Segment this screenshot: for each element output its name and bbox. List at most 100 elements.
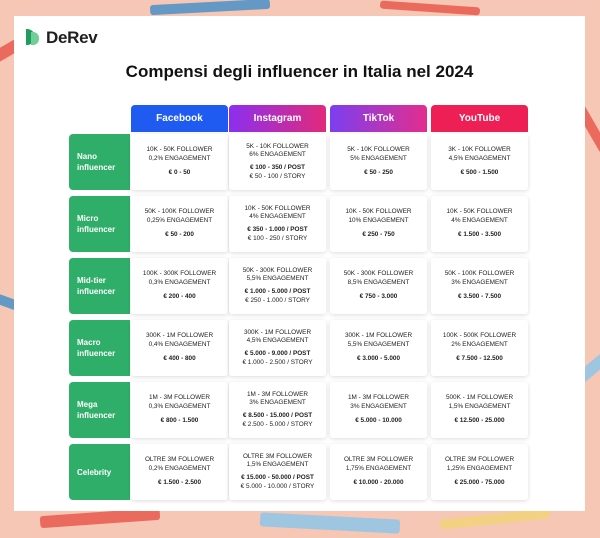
follower-range: 500K - 1M FOLLOWER — [445, 394, 514, 402]
engagement-rate: 0,2% ENGAGEMENT — [148, 154, 211, 162]
table-cell: OLTRE 3M FOLLOWER 1,5% ENGAGEMENT € 15.000… — [229, 444, 326, 500]
price-range: € 5.000 - 9.000 / POST — [244, 350, 311, 357]
pencil-decoration — [439, 508, 551, 530]
brand-name: DeRev — [46, 28, 98, 47]
table-cell: OLTRE 3M FOLLOWER 1,75% ENGAGEMENT € 10.00… — [330, 444, 427, 500]
engagement-rate: 5% ENGAGEMENT — [350, 154, 407, 162]
price-range: € 1.500 - 2.500 — [158, 479, 201, 487]
column-header-tiktok: TikTok — [330, 105, 427, 132]
table-cell: 10K - 50K FOLLOWER 4% ENGAGEMENT € 1.500 -… — [431, 196, 528, 252]
engagement-rate: 3% ENGAGEMENT — [249, 399, 306, 407]
engagement-rate: 3% ENGAGEMENT — [350, 402, 407, 410]
table-cell: 1M - 3M FOLLOWER 3% ENGAGEMENT € 8.500 - 1… — [229, 382, 326, 438]
price-range: € 500 - 1.500 — [460, 169, 499, 177]
follower-range: 10K - 50K FOLLOWER — [146, 146, 213, 154]
column-header-youtube: YouTube — [431, 105, 528, 132]
row-header-macro: Macro influencer — [69, 320, 130, 376]
price-range: € 10.000 - 20.000 — [353, 479, 404, 487]
follower-range: 300K - 1M FOLLOWER — [344, 332, 413, 340]
table-cell: 3K - 10K FOLLOWER 4,5% ENGAGEMENT € 500 - … — [431, 134, 528, 190]
column-header-instagram: Instagram — [229, 105, 326, 132]
price-range: € 50 - 250 — [364, 169, 393, 177]
follower-range: 3K - 10K FOLLOWER — [448, 146, 511, 154]
engagement-rate: 10% ENGAGEMENT — [348, 216, 409, 224]
table-cell: 5K - 10K FOLLOWER 6% ENGAGEMENT € 100 - 35… — [229, 134, 326, 190]
engagement-rate: 4,5% ENGAGEMENT — [448, 154, 511, 162]
row-label: Macro — [77, 338, 101, 347]
follower-range: OLTRE 3M FOLLOWER — [343, 456, 414, 464]
price-range: € 1.000 - 5.000 / POST — [244, 288, 311, 295]
engagement-rate: 4,5% ENGAGEMENT — [246, 337, 309, 345]
follower-range: 5K - 10K FOLLOWER — [347, 146, 410, 154]
price-range: € 25.000 - 75.000 — [454, 479, 505, 487]
price-range: € 50 - 200 — [165, 231, 194, 239]
engagement-rate: 4% ENGAGEMENT — [249, 213, 306, 221]
price-range: € 200 - 400 — [163, 293, 196, 301]
table-cell: 100K - 300K FOLLOWER 0,3% ENGAGEMENT € 200… — [131, 258, 228, 314]
table-cell: 10K - 50K FOLLOWER 4% ENGAGEMENT € 350 - 1… — [229, 196, 326, 252]
engagement-rate: 1,75% ENGAGEMENT — [345, 464, 412, 472]
follower-range: 10K - 50K FOLLOWER — [345, 208, 412, 216]
price-range: € 250 - 750 — [362, 231, 395, 239]
engagement-rate: 2% ENGAGEMENT — [451, 340, 508, 348]
price-range: € 15.000 - 50.000 / POST — [241, 474, 314, 481]
table-cell: 300K - 1M FOLLOWER 4,5% ENGAGEMENT € 5.000… — [229, 320, 326, 376]
row-header-nano: Nano influencer — [69, 134, 130, 190]
price-range: € 3.500 - 7.500 — [458, 293, 501, 301]
row-label: Mega — [77, 400, 98, 409]
engagement-rate: 0,3% ENGAGEMENT — [148, 278, 211, 286]
engagement-rate: 1,25% ENGAGEMENT — [446, 464, 513, 472]
row-label: Celebrity — [77, 467, 112, 477]
table-cell: 5K - 10K FOLLOWER 5% ENGAGEMENT € 50 - 250 — [330, 134, 427, 190]
engagement-rate: 0,3% ENGAGEMENT — [148, 402, 211, 410]
engagement-rate: 1,5% ENGAGEMENT — [246, 461, 309, 469]
table-cell: 300K - 1M FOLLOWER 0,4% ENGAGEMENT € 400 -… — [131, 320, 228, 376]
story-price-range: € 2.500 - 5.000 / STORY — [242, 420, 313, 428]
derev-logo-icon — [26, 29, 40, 47]
story-price-range: € 100 - 250 / STORY — [247, 234, 308, 242]
table-cell: 50K - 300K FOLLOWER 5,5% ENGAGEMENT € 1.00… — [229, 258, 326, 314]
price-range: € 1.500 - 3.500 — [458, 231, 501, 239]
follower-range: OLTRE 3M FOLLOWER — [242, 452, 313, 460]
row-header-celebrity: Celebrity — [69, 444, 130, 500]
table-cell: OLTRE 3M FOLLOWER 1,25% ENGAGEMENT € 25.00… — [431, 444, 528, 500]
story-price-range: € 250 - 1.000 / STORY — [245, 296, 310, 304]
follower-range: 10K - 50K FOLLOWER — [244, 204, 311, 212]
page-title: Compensi degli influencer in Italia nel … — [125, 62, 474, 81]
follower-range: 300K - 1M FOLLOWER — [145, 332, 214, 340]
price-range: € 350 - 1.000 / POST — [247, 226, 308, 233]
price-range: € 100 - 350 / POST — [249, 164, 306, 171]
engagement-rate: 0,4% ENGAGEMENT — [148, 340, 211, 348]
row-label-sub: influencer — [77, 163, 116, 172]
follower-range: 50K - 100K FOLLOWER — [444, 270, 515, 278]
table-cell: 500K - 1M FOLLOWER 1,5% ENGAGEMENT € 12.50… — [431, 382, 528, 438]
follower-range: 100K - 500K FOLLOWER — [442, 332, 517, 340]
price-range: € 3.000 - 5.000 — [357, 355, 400, 363]
engagement-rate: 6% ENGAGEMENT — [249, 151, 306, 159]
price-range: € 800 - 1.500 — [160, 417, 199, 425]
column-header-facebook: Facebook — [131, 105, 228, 132]
engagement-rate: 0,25% ENGAGEMENT — [146, 216, 213, 224]
price-range: € 8.500 - 15.000 / POST — [242, 412, 313, 419]
table-cell: 10K - 50K FOLLOWER 0,2% ENGAGEMENT € 0 - 5… — [131, 134, 228, 190]
follower-range: 10K - 50K FOLLOWER — [446, 208, 513, 216]
row-label-sub: influencer — [77, 349, 116, 358]
follower-range: 300K - 1M FOLLOWER — [243, 328, 312, 336]
pencil-decoration — [149, 0, 271, 16]
story-price-range: € 1.000 - 2.500 / STORY — [242, 358, 313, 366]
follower-range: 1M - 3M FOLLOWER — [246, 390, 309, 398]
row-label-sub: influencer — [77, 287, 116, 296]
row-label: Micro — [77, 214, 99, 223]
engagement-rate: 1,5% ENGAGEMENT — [448, 402, 511, 410]
story-price-range: € 50 - 100 / STORY — [249, 172, 306, 180]
engagement-rate: 8,5% ENGAGEMENT — [347, 278, 410, 286]
row-label: Nano — [77, 152, 97, 161]
table-cell: 10K - 50K FOLLOWER 10% ENGAGEMENT € 250 - … — [330, 196, 427, 252]
engagement-rate: 5,5% ENGAGEMENT — [347, 340, 410, 348]
story-price-range: € 5.000 - 10.000 / STORY — [240, 482, 315, 490]
follower-range: OLTRE 3M FOLLOWER — [144, 456, 215, 464]
row-header-micro: Micro influencer — [69, 196, 130, 252]
follower-range: 100K - 300K FOLLOWER — [142, 270, 217, 278]
price-range: € 0 - 50 — [168, 169, 191, 177]
row-label-sub: influencer — [77, 225, 116, 234]
